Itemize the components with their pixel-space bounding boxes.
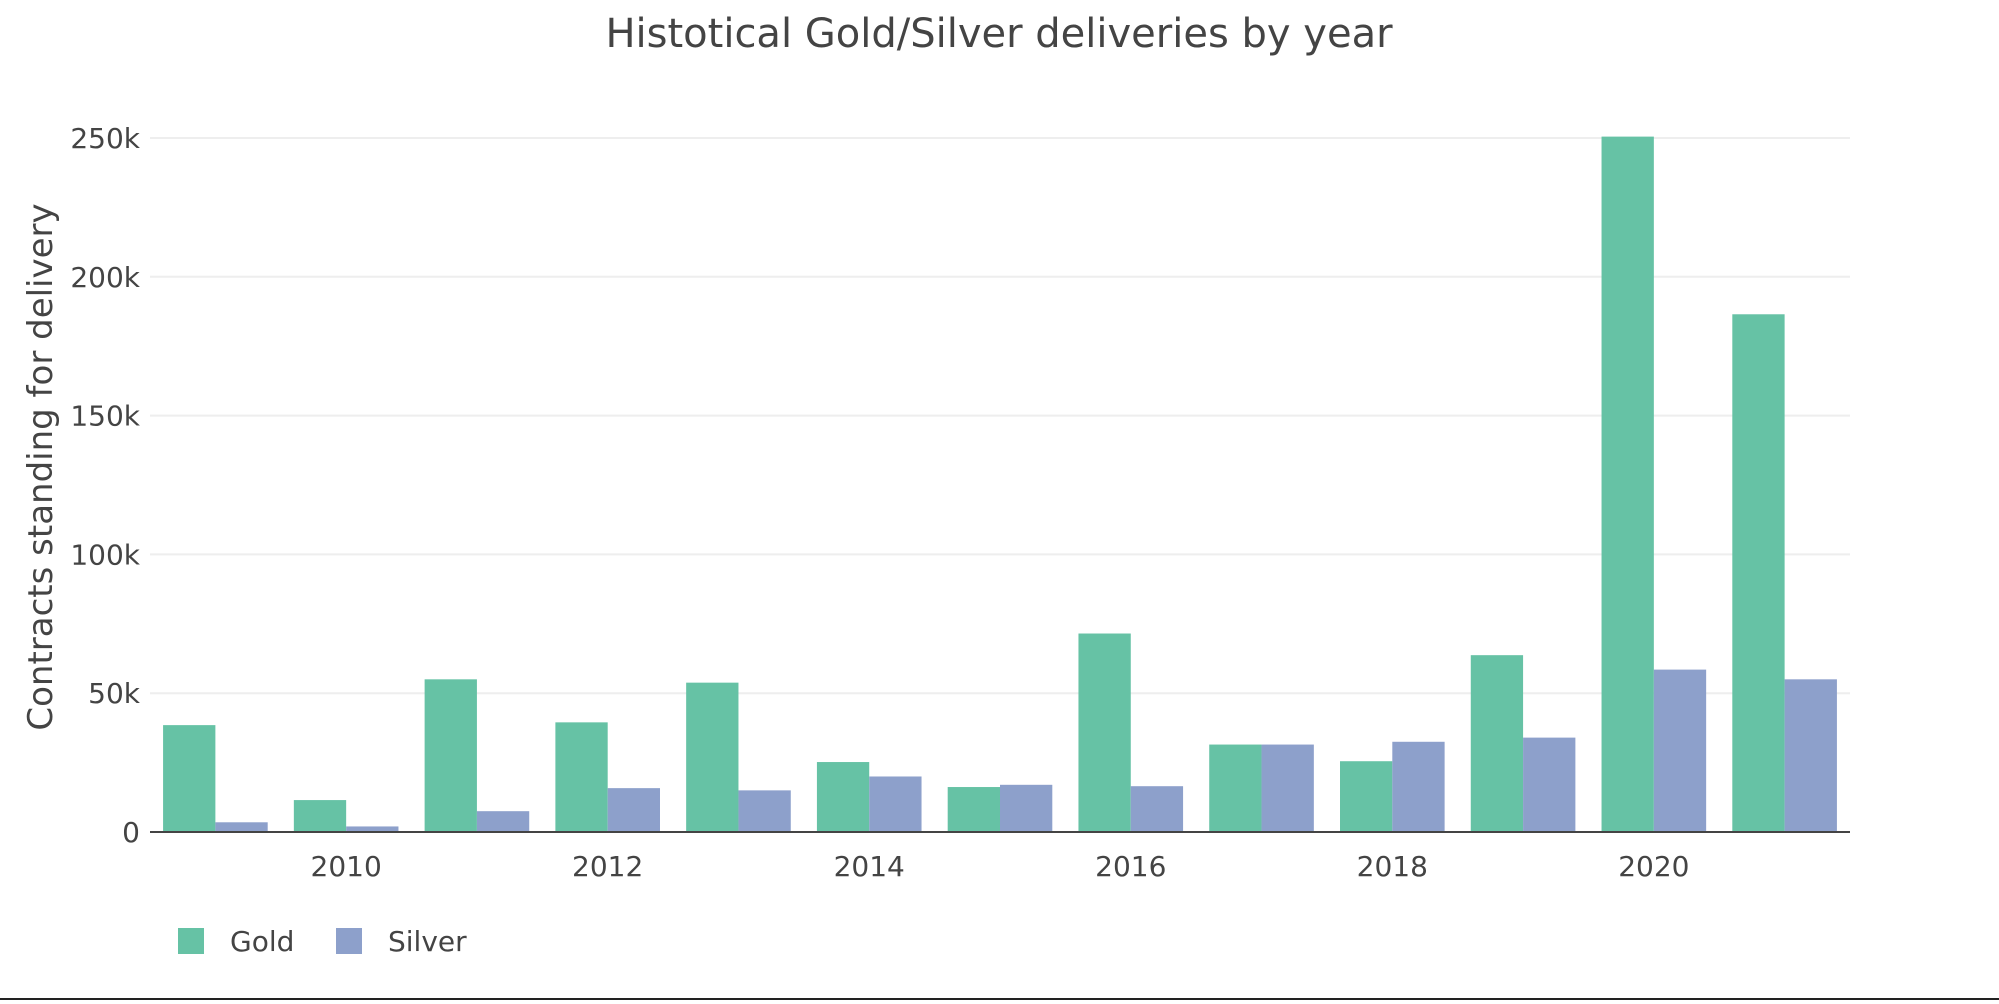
bar-gold-2009 — [163, 725, 216, 832]
bar-gold-2014 — [816, 762, 870, 832]
x-tick-label: 2010 — [311, 850, 382, 883]
bottom-border — [0, 998, 1999, 1000]
bar-silver-2021 — [1784, 679, 1837, 832]
y-axis-ticks: 0 50k 100k 150k 200k 250k — [70, 122, 140, 849]
y-tick-label: 150k — [70, 400, 140, 433]
legend: Gold Silver — [178, 925, 467, 958]
x-tick-label: 2018 — [1357, 850, 1428, 883]
bar-silver-2011 — [476, 811, 530, 832]
legend-label-gold: Gold — [230, 925, 294, 958]
bar-gold-2011 — [424, 679, 477, 832]
bars — [163, 136, 1837, 832]
bar-silver-2013 — [738, 790, 791, 832]
bar-gold-2015 — [947, 787, 1000, 832]
bar-silver-2018 — [1392, 741, 1445, 832]
chart-title: Histotical Gold/Silver deliveries by yea… — [605, 11, 1393, 57]
y-tick-label: 100k — [70, 538, 140, 571]
bar-gold-2012 — [555, 722, 608, 832]
legend-swatch-gold — [178, 928, 204, 954]
bar-gold-2019 — [1470, 655, 1524, 832]
bar-gold-2010 — [293, 800, 347, 832]
bar-silver-2012 — [607, 788, 660, 832]
y-tick-label: 50k — [88, 677, 141, 710]
bar-silver-2014 — [869, 776, 922, 832]
y-tick-label: 200k — [70, 261, 140, 294]
legend-label-silver: Silver — [388, 925, 467, 958]
x-tick-label: 2014 — [834, 850, 905, 883]
bar-silver-2016 — [1130, 786, 1184, 832]
x-tick-label: 2012 — [572, 850, 643, 883]
bar-silver-2010 — [346, 826, 399, 832]
bar-silver-2019 — [1523, 737, 1576, 832]
x-tick-label: 2020 — [1618, 850, 1689, 883]
bar-silver-2015 — [1000, 784, 1053, 832]
bar-gold-2017 — [1209, 744, 1262, 832]
bar-silver-2009 — [215, 822, 268, 832]
y-axis-title: Contracts standing for delivery — [21, 203, 61, 730]
x-axis-ticks: 2010 2012 2014 2016 2018 2020 — [311, 850, 1690, 883]
legend-swatch-silver — [336, 928, 362, 954]
bar-gold-2020 — [1601, 136, 1654, 832]
bar-silver-2020 — [1653, 669, 1707, 832]
x-tick-label: 2016 — [1095, 850, 1166, 883]
bar-gold-2013 — [686, 682, 739, 832]
bar-gold-2018 — [1340, 761, 1393, 832]
bar-silver-2017 — [1261, 744, 1314, 832]
bar-gold-2016 — [1078, 633, 1131, 832]
bar-gold-2021 — [1732, 314, 1785, 832]
y-tick-label: 0 — [122, 816, 140, 849]
gridlines — [150, 137, 1850, 695]
y-tick-label: 250k — [70, 122, 140, 155]
